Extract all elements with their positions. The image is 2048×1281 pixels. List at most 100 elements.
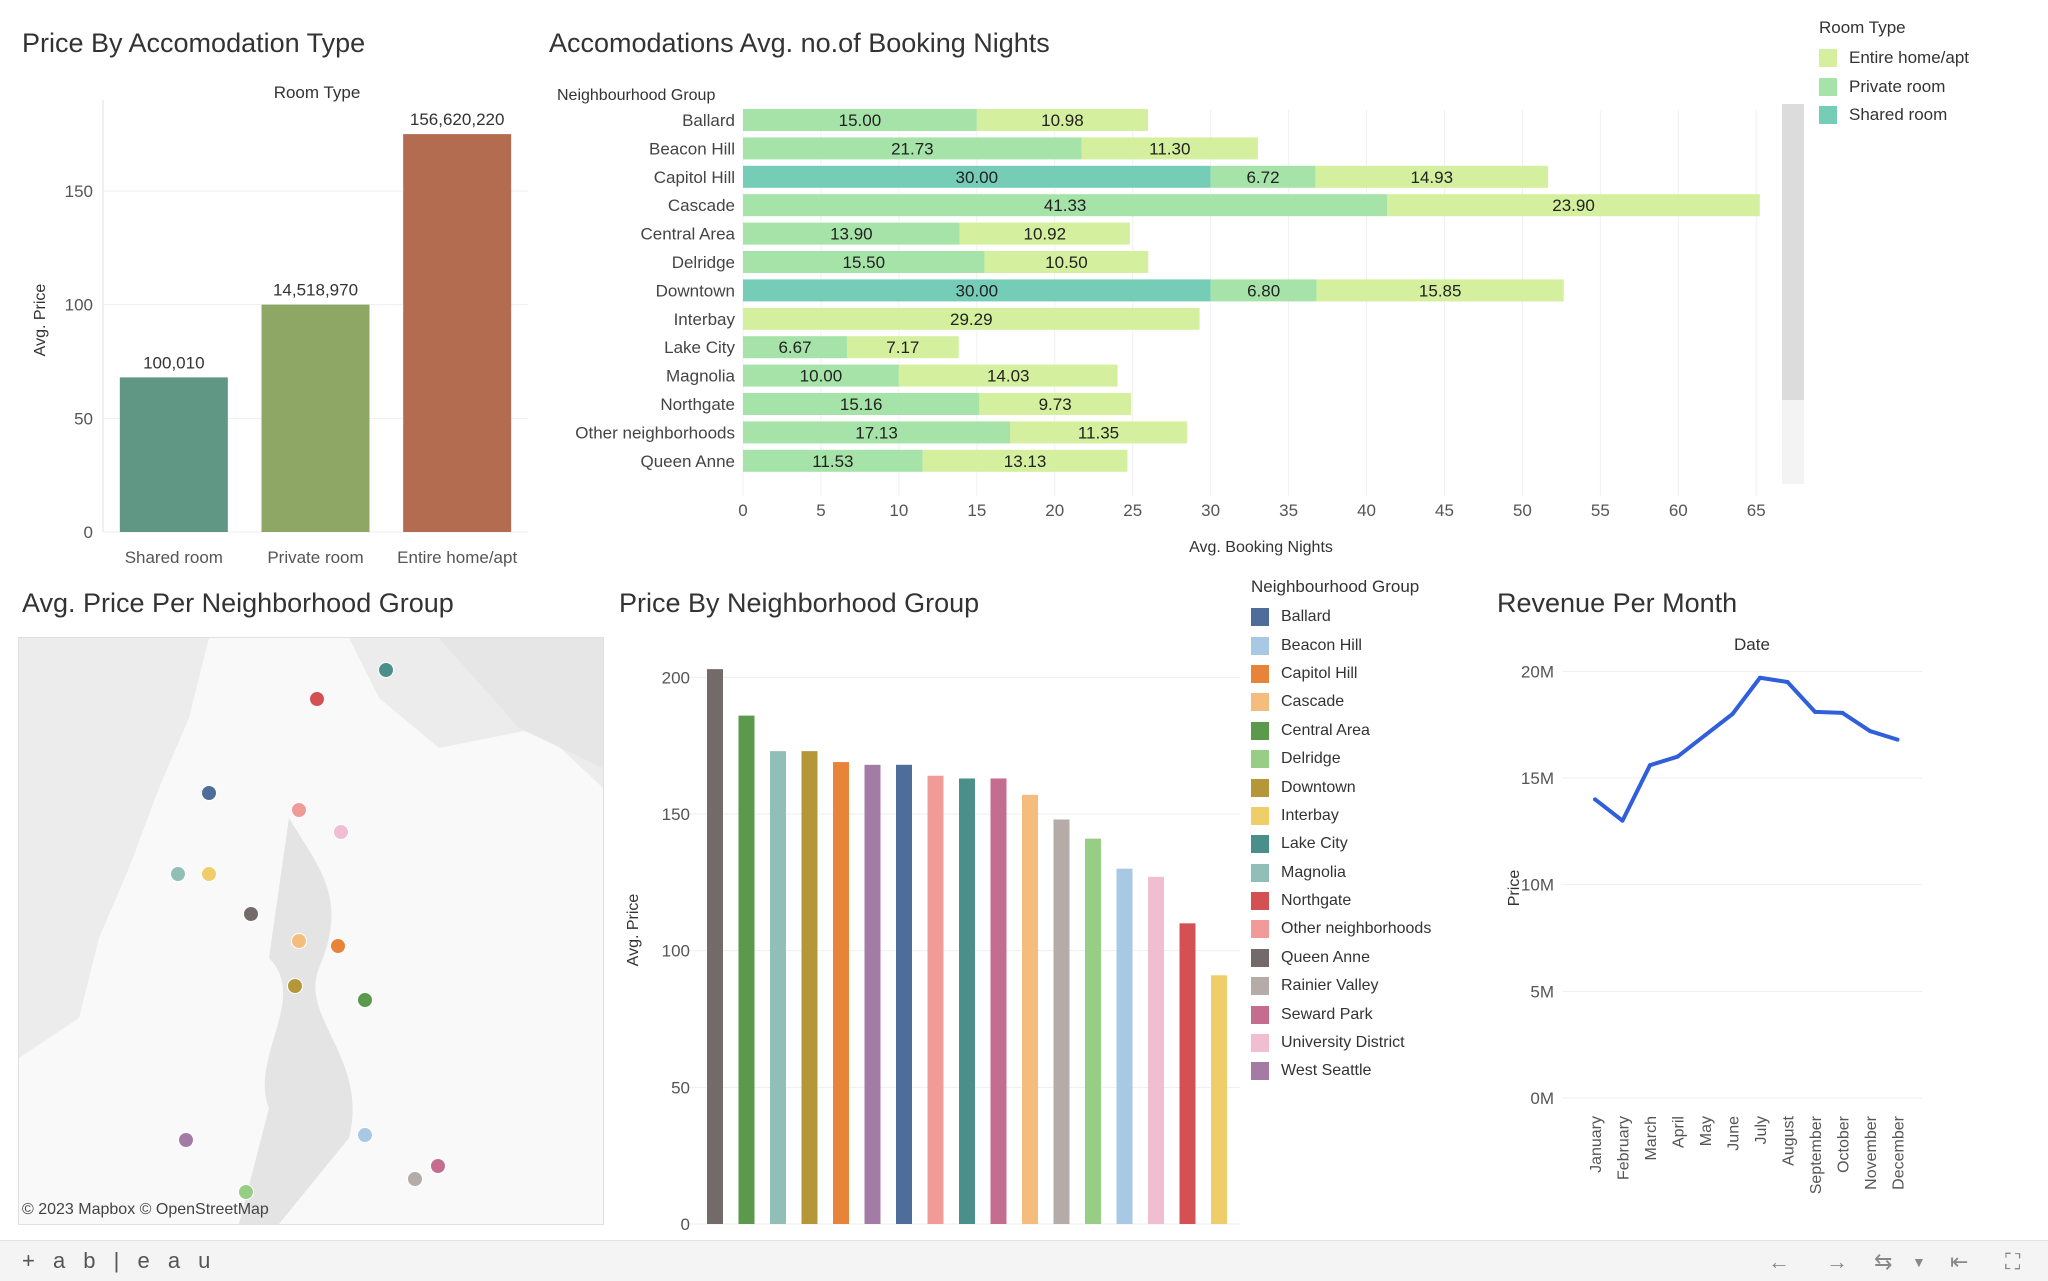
- map-marker-ballard[interactable]: [201, 785, 217, 801]
- booking-nights-chart[interactable]: Neighbourhood Group 0 5 10 15 20 25 30 35 40 45 50 5…: [545, 70, 1815, 570]
- revert-all-icon[interactable]: ⇤: [1950, 1249, 1969, 1274]
- scrollbar-thumb[interactable]: [1782, 104, 1804, 400]
- map-marker-west-seattle[interactable]: [178, 1132, 194, 1148]
- legend-item-magnolia[interactable]: Magnolia: [1251, 859, 1431, 887]
- map-marker-northgate[interactable]: [309, 691, 325, 707]
- bar-other-neighborhoods: [927, 775, 944, 1224]
- legend-item-rainier-valley[interactable]: Rainier Valley: [1251, 972, 1431, 1000]
- revenue-chart[interactable]: Date 0M 5M 10M 15M 20M Price January February Mar…: [1490, 630, 1940, 1210]
- x-tick-label: 40: [1357, 501, 1376, 520]
- map-marker-cascade[interactable]: [291, 933, 307, 949]
- tableau-logo[interactable]: + a b | e a u: [22, 1248, 217, 1273]
- legend-item-shared-room[interactable]: Shared room: [1819, 101, 1969, 129]
- segment-label: 15.50: [843, 253, 886, 272]
- legend-swatch: [1251, 948, 1269, 967]
- undo-icon[interactable]: ←: [1768, 1249, 1790, 1274]
- legend-label: Capitol Hill: [1281, 664, 1358, 682]
- revert-icon[interactable]: ⇆: [1874, 1249, 1893, 1274]
- x-tick-label: 5: [816, 501, 825, 520]
- room-type-price-chart[interactable]: Room Type 0 50 100 150 Avg. Price 100,010 Share…: [0, 70, 545, 570]
- neighborhood-map[interactable]: [18, 637, 604, 1225]
- legend-item-central-area[interactable]: Central Area: [1251, 717, 1431, 745]
- legend-item-university-district[interactable]: University District: [1251, 1029, 1431, 1057]
- legend-label: Rainier Valley: [1281, 977, 1379, 995]
- legend-label: Interbay: [1281, 806, 1339, 824]
- map-marker-seward-park[interactable]: [430, 1158, 446, 1174]
- segment-label: 10.00: [800, 367, 843, 386]
- map-marker-queen-anne[interactable]: [243, 906, 259, 922]
- y-axis-label: Avg. Price: [625, 894, 642, 967]
- legend-item-northgate[interactable]: Northgate: [1251, 887, 1431, 915]
- segment-label: 13.90: [830, 225, 873, 244]
- row-label-cascade: Cascade: [668, 196, 735, 215]
- x-tick-label: Private room: [267, 548, 363, 567]
- legend-item-downtown[interactable]: Downtown: [1251, 773, 1431, 801]
- bar-segment-private: [743, 251, 985, 273]
- bar-segment-private: [1210, 279, 1317, 302]
- y-tick-label: 0: [84, 523, 93, 542]
- legend-item-west-seattle[interactable]: West Seattle: [1251, 1057, 1431, 1085]
- segment-label: 10.92: [1024, 225, 1067, 244]
- bar-west-seattle: [864, 764, 881, 1224]
- map-title: Avg. Price Per Neighborhood Group: [22, 588, 454, 618]
- map-marker-magnolia[interactable]: [170, 866, 186, 882]
- row-label-central-area: Central Area: [641, 225, 736, 244]
- bar-segment-entire: [743, 307, 1200, 330]
- x-tick-label: 60: [1669, 501, 1688, 520]
- redo-icon[interactable]: →: [1826, 1249, 1848, 1274]
- legend-item-capitol-hill[interactable]: Capitol Hill: [1251, 660, 1431, 688]
- neighborhood-price-title: Price By Neighborhood Group: [619, 588, 980, 618]
- map-marker-capitol-hill[interactable]: [330, 938, 346, 954]
- y-tick-label: 15M: [1521, 769, 1554, 788]
- legend-label: Shared room: [1849, 104, 1948, 124]
- legend-item-seward-park[interactable]: Seward Park: [1251, 1000, 1431, 1028]
- map-marker-downtown[interactable]: [287, 978, 303, 994]
- legend-swatch: [1251, 664, 1269, 683]
- legend-item-cascade[interactable]: Cascade: [1251, 688, 1431, 716]
- legend-item-entire-home-apt[interactable]: Entire home/apt: [1819, 44, 1969, 72]
- y-tick-label: 150: [65, 182, 93, 201]
- bar-segment-private: [743, 222, 960, 245]
- neighborhood-price-chart[interactable]: 0 50 100 150 200 Avg. Price: [610, 630, 1240, 1230]
- map-marker-beacon-hill[interactable]: [357, 1127, 373, 1143]
- map-marker-lake-city[interactable]: [378, 662, 394, 678]
- legend-swatch: [1251, 1062, 1269, 1081]
- bar-segment-entire: [1387, 194, 1760, 217]
- legend-item-interbay[interactable]: Interbay: [1251, 802, 1431, 830]
- legend-item-delridge[interactable]: Delridge: [1251, 745, 1431, 773]
- legend-item-private-room[interactable]: Private room: [1819, 72, 1969, 100]
- x-tick-label: June: [1726, 1116, 1743, 1151]
- legend-item-ballard[interactable]: Ballard: [1251, 603, 1431, 631]
- bar-segment-private: [1210, 165, 1316, 188]
- row-label-delridge: Delridge: [672, 253, 735, 272]
- legend-label: West Seattle: [1281, 1062, 1372, 1080]
- segment-label: 9.73: [1039, 395, 1072, 414]
- revert-menu-chevron-icon[interactable]: ▼: [1912, 1254, 1926, 1270]
- map-marker-delridge[interactable]: [238, 1184, 254, 1200]
- map-marker-university-district[interactable]: [333, 824, 349, 840]
- legend-item-beacon-hill[interactable]: Beacon Hill: [1251, 631, 1431, 659]
- map-marker-interbay[interactable]: [201, 866, 217, 882]
- line-point-november: [1868, 729, 1872, 734]
- bar-capitol-hill: [833, 762, 849, 1224]
- legend-item-lake-city[interactable]: Lake City: [1251, 830, 1431, 858]
- x-tick-label: 55: [1591, 501, 1610, 520]
- bar-segment-shared: [743, 165, 1211, 188]
- segment-label: 6.72: [1246, 168, 1279, 187]
- segment-label: 29.29: [950, 310, 993, 329]
- x-tick-label: 10: [889, 501, 908, 520]
- segment-label: 30.00: [956, 168, 999, 187]
- legend-item-queen-anne[interactable]: Queen Anne: [1251, 944, 1431, 972]
- legend-swatch: [1251, 863, 1269, 882]
- map-marker-central-area[interactable]: [357, 992, 373, 1008]
- legend-label: Downtown: [1281, 778, 1356, 796]
- legend-item-other-neighborhoods[interactable]: Other neighborhoods: [1251, 915, 1431, 943]
- map-marker-other-neighborhoods[interactable]: [291, 802, 307, 818]
- row-label-downtown: Downtown: [656, 281, 735, 300]
- map-marker-rainier-valley[interactable]: [407, 1171, 423, 1187]
- legend-swatch: [1251, 1034, 1269, 1053]
- x-tick-label: 30: [1201, 501, 1220, 520]
- fullscreen-icon[interactable]: ⛶: [2005, 1249, 2021, 1274]
- legend-label: Central Area: [1281, 721, 1370, 739]
- legend-swatch: [1251, 608, 1269, 627]
